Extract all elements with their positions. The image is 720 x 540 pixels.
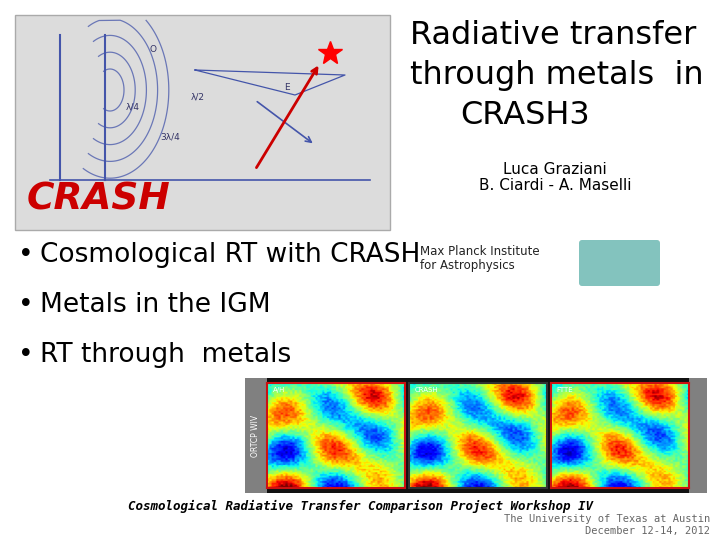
Text: CRASH: CRASH — [27, 182, 171, 218]
Text: Luca Graziani: Luca Graziani — [503, 162, 607, 177]
Text: Max Planck Institute: Max Planck Institute — [420, 245, 539, 258]
FancyBboxPatch shape — [245, 378, 267, 493]
Text: ORTCP WIV: ORTCP WIV — [251, 414, 261, 456]
Text: Radiative transfer: Radiative transfer — [410, 20, 696, 51]
Text: Cosmological RT with CRASH: Cosmological RT with CRASH — [40, 242, 420, 268]
Text: B. Ciardi - A. Maselli: B. Ciardi - A. Maselli — [479, 178, 631, 193]
Text: for Astrophysics: for Astrophysics — [420, 259, 515, 272]
Text: λ/4: λ/4 — [126, 103, 140, 111]
Text: •: • — [18, 292, 34, 318]
Text: Cosmological Radiative Transfer Comparison Project Workshop IV: Cosmological Radiative Transfer Comparis… — [127, 500, 593, 513]
FancyBboxPatch shape — [579, 240, 660, 286]
Text: 3λ/4: 3λ/4 — [160, 132, 180, 141]
Text: RT through  metals: RT through metals — [40, 342, 292, 368]
Text: •: • — [18, 342, 34, 368]
FancyBboxPatch shape — [15, 15, 390, 230]
FancyBboxPatch shape — [245, 378, 707, 493]
FancyBboxPatch shape — [689, 378, 707, 493]
Text: through metals  in: through metals in — [410, 60, 703, 91]
Text: The University of Texas at Austin: The University of Texas at Austin — [504, 514, 710, 524]
Text: •: • — [18, 242, 34, 268]
Text: December 12-14, 2012: December 12-14, 2012 — [585, 526, 710, 536]
Text: E: E — [284, 83, 290, 91]
Text: CRASH3: CRASH3 — [460, 100, 590, 131]
Text: O: O — [150, 45, 156, 55]
Text: λ/2: λ/2 — [191, 92, 205, 102]
Text: Metals in the IGM: Metals in the IGM — [40, 292, 271, 318]
